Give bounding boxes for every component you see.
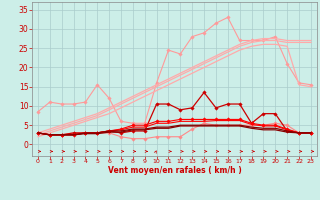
X-axis label: Vent moyen/en rafales ( km/h ): Vent moyen/en rafales ( km/h ) [108,166,241,175]
